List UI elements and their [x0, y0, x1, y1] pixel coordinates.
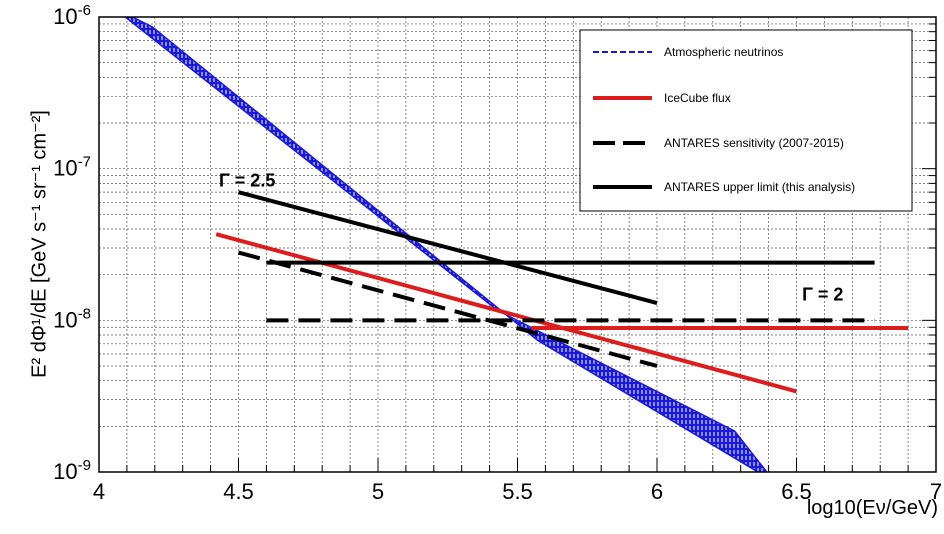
annotations: Γ = 2.5 Γ = 2 [219, 171, 843, 305]
lines-layer [215, 190, 909, 394]
x-tick-label: 6.5 [781, 479, 812, 504]
legend-box [579, 29, 913, 212]
x-tick-label: 4.5 [223, 479, 254, 504]
y-axis-label: E² dΦ¹/dE [GeV s⁻¹ sr⁻¹ cm⁻²] [28, 110, 50, 378]
legend-label: ANTARES sensitivity (2007-2015) [664, 136, 844, 150]
x-tick-label: 4 [93, 479, 105, 504]
y-tick-label: 10-6 [53, 2, 91, 29]
x-axis-label: log10(Eν/GeV) [807, 497, 938, 519]
legend: Atmospheric neutrinos IceCube flux ANTARES… [579, 29, 913, 212]
x-tick-labels: 4 4.5 5 5.5 6 6.5 7 [93, 479, 942, 504]
x-tick-label: 6 [651, 479, 663, 504]
gamma-annotation: Γ = 2.5 [219, 171, 275, 191]
ticks [98, 23, 937, 473]
y-tick-label: 10-7 [53, 154, 91, 181]
gamma-annotation: Γ = 2 [802, 285, 843, 305]
antares-upper-limit-this-analysis-line [237, 190, 658, 305]
antares-sensitivity-2007-2015-line [237, 250, 658, 368]
y-tick-label: 10-9 [53, 457, 91, 484]
x-tick-label: 5.5 [502, 479, 533, 504]
y-tick-labels: 10-9 10-8 10-7 10-6 [53, 2, 91, 484]
x-tick-label: 5 [372, 479, 384, 504]
x-tick-label: 7 [930, 479, 942, 504]
legend-label: ANTARES upper limit (this analysis) [664, 180, 855, 194]
y-tick-label: 10-8 [53, 305, 91, 332]
legend-label: Atmospheric neutrinos [664, 45, 783, 59]
icecube-flux-line [215, 232, 798, 394]
legend-label: IceCube flux [664, 91, 731, 105]
